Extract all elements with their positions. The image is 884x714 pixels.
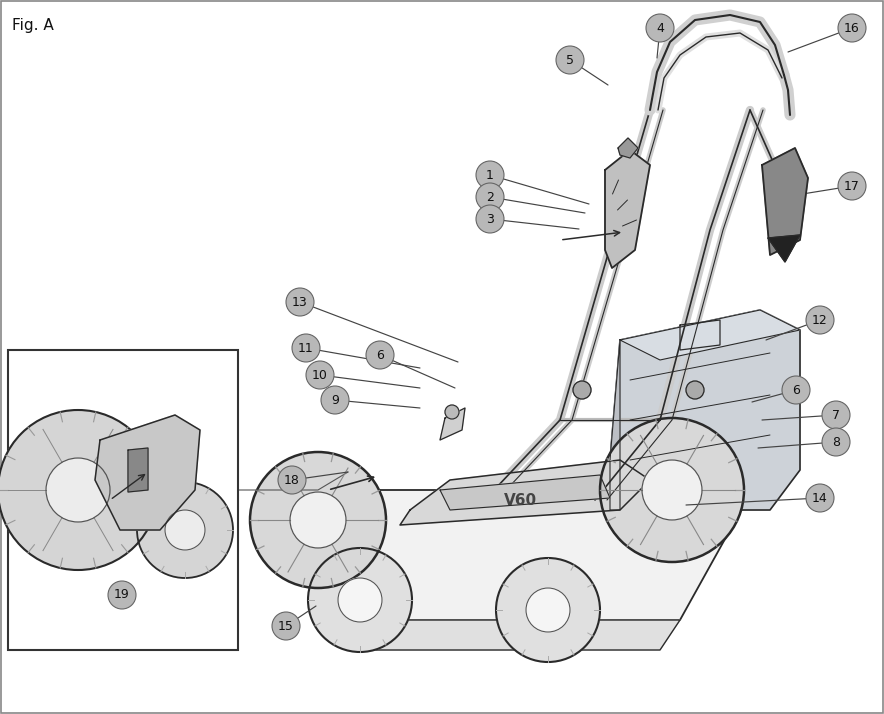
Text: 5: 5	[566, 54, 574, 66]
Text: 2: 2	[486, 191, 494, 203]
Text: 7: 7	[832, 408, 840, 421]
Circle shape	[321, 386, 349, 414]
Circle shape	[137, 482, 233, 578]
Polygon shape	[440, 475, 610, 510]
Polygon shape	[270, 490, 730, 620]
Text: 17: 17	[844, 179, 860, 193]
Circle shape	[290, 492, 346, 548]
Circle shape	[642, 460, 702, 520]
Polygon shape	[128, 448, 148, 492]
Circle shape	[822, 428, 850, 456]
Circle shape	[573, 381, 591, 399]
Text: 9: 9	[332, 393, 339, 406]
Circle shape	[0, 410, 158, 570]
Polygon shape	[620, 310, 800, 360]
Circle shape	[838, 172, 866, 200]
Polygon shape	[355, 620, 680, 650]
Circle shape	[366, 341, 394, 369]
Circle shape	[822, 401, 850, 429]
Circle shape	[445, 405, 459, 419]
Circle shape	[250, 452, 386, 588]
Text: 13: 13	[292, 296, 308, 308]
Text: 16: 16	[844, 21, 860, 34]
Polygon shape	[605, 150, 650, 268]
Text: 11: 11	[298, 341, 314, 354]
Circle shape	[338, 578, 382, 622]
Text: 3: 3	[486, 213, 494, 226]
Polygon shape	[768, 235, 800, 262]
Text: 12: 12	[812, 313, 828, 326]
Circle shape	[496, 558, 600, 662]
Polygon shape	[762, 148, 808, 255]
Circle shape	[806, 306, 834, 334]
Text: Fig. A: Fig. A	[12, 18, 54, 33]
Circle shape	[476, 161, 504, 189]
Circle shape	[292, 334, 320, 362]
Text: 8: 8	[832, 436, 840, 448]
Text: 14: 14	[812, 491, 828, 505]
Circle shape	[308, 548, 412, 652]
Circle shape	[165, 510, 205, 550]
Text: V60: V60	[503, 493, 537, 508]
Circle shape	[782, 376, 810, 404]
Polygon shape	[95, 415, 200, 530]
Text: 10: 10	[312, 368, 328, 381]
FancyBboxPatch shape	[8, 350, 238, 650]
Text: 18: 18	[284, 473, 300, 486]
Circle shape	[272, 612, 300, 640]
Text: 6: 6	[376, 348, 384, 361]
Circle shape	[278, 466, 306, 494]
Text: 15: 15	[278, 620, 294, 633]
Circle shape	[286, 288, 314, 316]
Text: 1: 1	[486, 169, 494, 181]
Polygon shape	[610, 310, 800, 510]
Polygon shape	[400, 460, 650, 525]
Circle shape	[838, 14, 866, 42]
Circle shape	[646, 14, 674, 42]
Polygon shape	[610, 340, 620, 510]
Circle shape	[46, 458, 110, 522]
Circle shape	[526, 588, 570, 632]
Text: 6: 6	[792, 383, 800, 396]
Circle shape	[476, 183, 504, 211]
Polygon shape	[618, 138, 638, 158]
Polygon shape	[440, 408, 465, 440]
Circle shape	[476, 205, 504, 233]
Circle shape	[600, 418, 744, 562]
Circle shape	[686, 381, 704, 399]
Circle shape	[306, 361, 334, 389]
Text: 19: 19	[114, 588, 130, 601]
Circle shape	[806, 484, 834, 512]
Circle shape	[108, 581, 136, 609]
Circle shape	[556, 46, 584, 74]
Text: 4: 4	[656, 21, 664, 34]
